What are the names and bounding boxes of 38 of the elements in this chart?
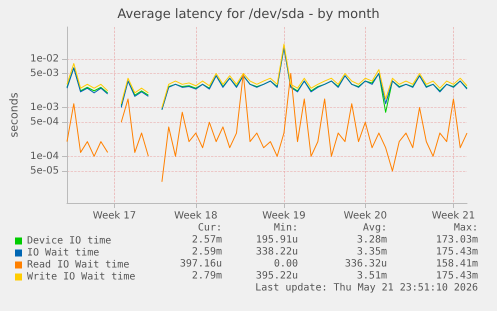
text: 175.43m [436, 270, 478, 282]
text: Cur: [198, 222, 222, 234]
x-tick-label: Week 17 [92, 210, 136, 222]
y-tick-label: 5e-03 [30, 68, 59, 79]
text: 3.28m [356, 234, 387, 246]
y-axis-title: seconds [7, 92, 20, 138]
text: 0.00 [274, 258, 298, 270]
text: 338.22u [256, 246, 298, 258]
text: 336.32u [344, 258, 387, 270]
text: Last update: Thu May 21 23:51:10 2026 [255, 282, 478, 294]
text: 173.03m [436, 234, 478, 246]
y-tick-label: 1e-02 [30, 53, 59, 64]
x-tick-label: Week 21 [432, 210, 476, 222]
text: 3.51m [356, 270, 387, 282]
text: Avg: [362, 222, 387, 234]
text: 2.57m [192, 234, 222, 246]
text: 158.41m [436, 258, 478, 270]
x-tick-label: Week 19 [262, 210, 306, 222]
legend-label: IO Wait time [27, 248, 100, 258]
text: 397.16u [180, 258, 222, 270]
y-tick-label: 1e-03 [30, 102, 59, 114]
text: Max: [454, 222, 478, 234]
y-tick-label: 1e-04 [30, 150, 59, 162]
text: 2.59m [192, 246, 222, 258]
y-tick-label: 5e-04 [30, 116, 59, 128]
text: Min: [274, 222, 298, 234]
legend-label: Read IO Wait time [27, 260, 130, 270]
legend-label: Write IO Wait time [27, 272, 136, 282]
chart-title: Average latency for /dev/sda - by month [117, 7, 380, 22]
legend-label: Device IO time [27, 236, 112, 246]
x-tick-label: Week 20 [344, 210, 387, 222]
y-tick-label: 5e-05 [30, 165, 59, 176]
text: 395.22u [256, 270, 298, 282]
text: 175.43m [436, 246, 478, 258]
x-tick-label: Week 18 [174, 210, 218, 222]
text: 195.91u [256, 234, 298, 246]
text: 2.79m [192, 270, 222, 282]
text: 3.35m [356, 246, 387, 258]
